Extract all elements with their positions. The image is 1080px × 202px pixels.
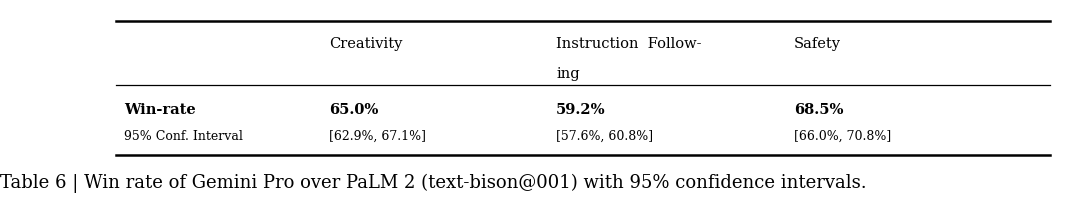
- Text: ing: ing: [556, 67, 580, 81]
- Text: 68.5%: 68.5%: [794, 103, 843, 117]
- Text: Instruction  Follow-: Instruction Follow-: [556, 37, 702, 52]
- Text: [57.6%, 60.8%]: [57.6%, 60.8%]: [556, 130, 653, 143]
- Text: Safety: Safety: [794, 37, 841, 52]
- Text: [62.9%, 67.1%]: [62.9%, 67.1%]: [329, 130, 427, 143]
- Text: 59.2%: 59.2%: [556, 103, 606, 117]
- Text: 95% Conf. Interval: 95% Conf. Interval: [124, 130, 243, 143]
- Text: 65.0%: 65.0%: [329, 103, 379, 117]
- Text: [66.0%, 70.8%]: [66.0%, 70.8%]: [794, 130, 891, 143]
- Text: Win-rate: Win-rate: [124, 103, 195, 117]
- Text: Table 6 | Win rate of Gemini Pro over PaLM 2 (text-bison@001) with 95% confidenc: Table 6 | Win rate of Gemini Pro over Pa…: [0, 174, 866, 194]
- Text: Creativity: Creativity: [329, 37, 403, 52]
